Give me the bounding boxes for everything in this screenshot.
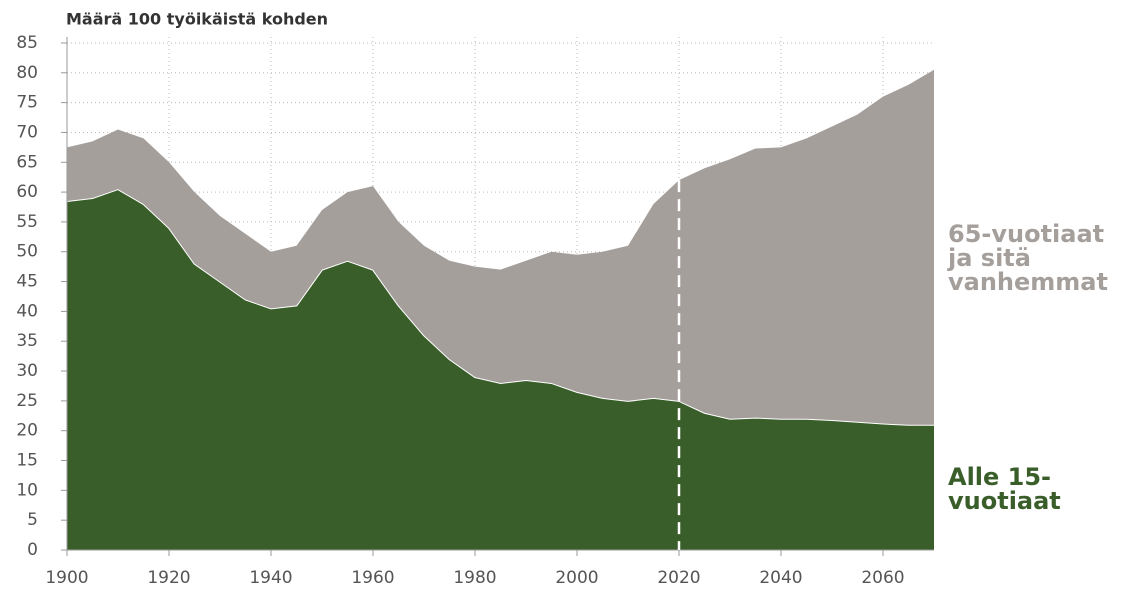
x-tick-label: 1940 xyxy=(249,568,292,588)
y-tick-label: 30 xyxy=(16,361,38,381)
y-tick-label: 40 xyxy=(16,301,38,321)
x-tick-label: 1920 xyxy=(147,568,190,588)
x-tick-label: 2020 xyxy=(657,568,700,588)
series-label: 65-vuotiaat ja sitä vanhemmat xyxy=(948,220,1108,296)
y-tick-label: 80 xyxy=(16,63,38,83)
y-tick-label: 25 xyxy=(16,391,38,411)
area xyxy=(67,69,934,425)
x-tick-label: 2000 xyxy=(555,568,598,588)
x-tick-label: 2040 xyxy=(759,568,802,588)
y-tick-label: 20 xyxy=(16,421,38,441)
y-tick-label: 50 xyxy=(16,242,38,262)
x-tick-label: 1980 xyxy=(453,568,496,588)
x-tick-label: 2060 xyxy=(861,568,904,588)
y-tick-label: 70 xyxy=(16,122,38,142)
y-tick-label: 55 xyxy=(16,212,38,232)
x-tick-label: 1900 xyxy=(45,568,88,588)
y-axis-label: Määrä 100 työikäistä kohden xyxy=(66,10,328,29)
area xyxy=(67,189,934,550)
y-tick-label: 45 xyxy=(16,272,38,292)
y-tick-label: 35 xyxy=(16,331,38,351)
y-tick-label: 10 xyxy=(16,480,38,500)
y-tick-label: 15 xyxy=(16,451,38,471)
x-tick-label: 1960 xyxy=(351,568,394,588)
series-label: Alle 15-vuotiaat xyxy=(948,463,1061,515)
y-tick-label: 65 xyxy=(16,152,38,172)
y-tick-label: 75 xyxy=(16,93,38,113)
y-tick-label: 85 xyxy=(16,33,38,53)
y-tick-label: 5 xyxy=(27,510,38,530)
y-tick-label: 60 xyxy=(16,182,38,202)
y-tick-label: 0 xyxy=(27,540,38,560)
